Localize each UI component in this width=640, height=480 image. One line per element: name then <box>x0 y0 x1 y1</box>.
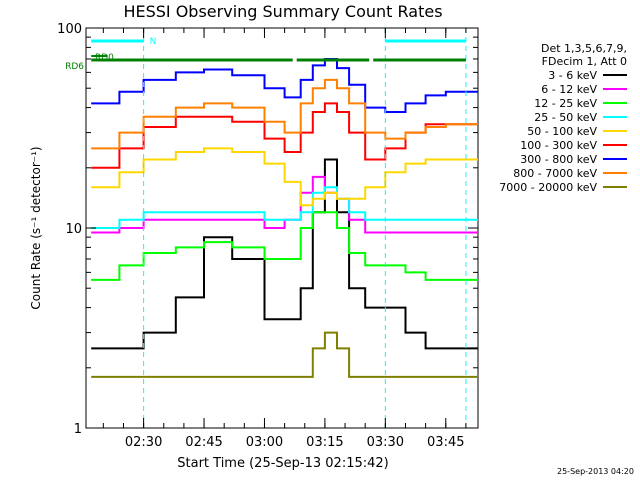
x-tick-label-3: 03:15 <box>306 435 343 450</box>
series-line-1 <box>91 175 478 234</box>
x-tick-label-2: 03:00 <box>246 435 283 450</box>
x-tick-label-1: 02:45 <box>185 435 222 450</box>
series-line-8 <box>91 331 478 378</box>
annotation-layer: N RD0 RD6 <box>65 28 467 428</box>
legend-label-4: 50 - 100 keV <box>527 125 597 138</box>
y-axis-ticks: 1 10 100 <box>57 22 478 437</box>
series-line-5 <box>91 102 478 169</box>
x-tick-label-5: 03:45 <box>427 435 464 450</box>
y-tick-label-0: 1 <box>74 422 82 437</box>
series-layer <box>91 58 478 378</box>
timestamp: 25-Sep-2013 04:20 <box>557 467 634 476</box>
annotation-label-n: N <box>150 37 157 47</box>
series-line-2 <box>91 211 478 281</box>
legend: Det 1,3,5,6,7,9, FDecim 1, Att 0 3 - 6 k… <box>499 42 627 194</box>
legend-header-line-2: FDecim 1, Att 0 <box>542 55 627 68</box>
series-line-7 <box>91 78 478 150</box>
legend-label-0: 3 - 6 keV <box>548 69 597 82</box>
x-tick-label-4: 03:30 <box>367 435 404 450</box>
legend-label-6: 300 - 800 keV <box>520 153 597 166</box>
y-tick-label-1: 10 <box>65 222 82 237</box>
legend-header-line-1: Det 1,3,5,6,7,9, <box>541 42 627 55</box>
legend-label-7: 800 - 7000 keV <box>513 167 597 180</box>
annotation-label-rd6: RD6 <box>65 62 84 72</box>
x-tick-label-0: 02:30 <box>125 435 162 450</box>
series-line-4 <box>91 147 478 207</box>
legend-label-2: 12 - 25 keV <box>534 97 597 110</box>
x-axis-label: Start Time (25-Sep-13 02:15:42) <box>177 456 388 471</box>
legend-label-5: 100 - 300 keV <box>520 139 597 152</box>
x-axis-ticks: 02:30 02:45 03:00 03:15 03:30 03:45 <box>102 28 467 450</box>
legend-label-3: 25 - 50 keV <box>534 111 597 124</box>
chart-title: HESSI Observing Summary Count Rates <box>123 2 442 21</box>
annotation-label-rd0: RD0 <box>95 53 114 63</box>
y-axis-label: Count Rate (s⁻¹ detector⁻¹) <box>29 146 43 309</box>
legend-label-1: 6 - 12 keV <box>541 83 597 96</box>
series-line-3 <box>91 186 478 229</box>
y-tick-label-2: 100 <box>57 22 82 37</box>
series-line-6 <box>91 58 478 113</box>
legend-label-8: 7000 - 20000 keV <box>499 181 597 194</box>
plot-area: N RD0 RD6 1 10 100 02:30 02:45 03:00 03:15 03:30… <box>57 22 479 450</box>
